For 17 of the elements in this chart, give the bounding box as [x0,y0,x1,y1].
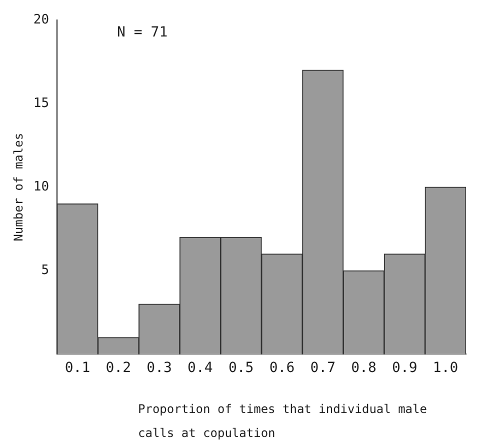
x-tick-label: 0.9 [392,360,418,376]
y-tick-label: 5 [41,263,50,278]
x-tick-label: 0.8 [351,360,376,376]
x-tick-label: 0.4 [188,360,213,376]
x-tick-label: 0.6 [269,360,295,376]
x-tick-label: 1.0 [432,360,458,376]
annotation: N = 71 [117,24,168,41]
y-tick-label: 15 [33,96,50,111]
x-tick-label: 0.1 [64,360,90,376]
x-axis-title: Proportion of times that individual male calls at copulation [138,401,428,442]
x-tick-label: 0.2 [106,360,132,376]
x-tick-label: 0.7 [310,360,336,376]
x-tick-label: 0.3 [146,360,172,376]
y-tick-label: 10 [33,179,50,194]
y-tick-label: 20 [33,12,50,28]
y-axis-title: Number of males [11,132,26,242]
x-tick-label: 0.5 [228,360,254,376]
